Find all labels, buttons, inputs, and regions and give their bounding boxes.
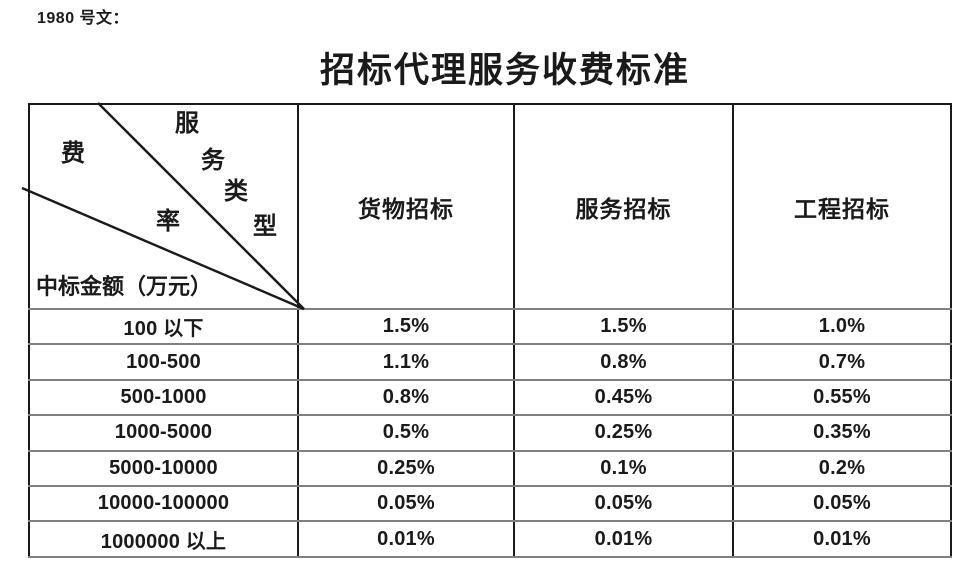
corner-service-type-char: 务 (201, 148, 225, 174)
rate-cell-services: 0.8% (513, 343, 734, 381)
rate-cell-services: 0.1% (513, 449, 734, 487)
rate-cell-works: 0.35% (732, 414, 952, 452)
fee-table-row: 100-500 1.1% 0.8% 0.7% (28, 343, 952, 381)
doc-ref-label: 1980 号文： (37, 10, 130, 27)
amount-range-cell: 500-1000 (28, 378, 299, 417)
corner-cell: 服 务 类 型 费 率 中标金额（万元） (28, 103, 299, 310)
fee-table-row: 10000-100000 0.05% 0.05% 0.05% (28, 484, 952, 523)
fee-table-body: 100 以下 1.5% 1.5% 1.0% 100-500 1.1% 0.8% … (28, 307, 952, 558)
rate-cell-services: 1.5% (513, 307, 734, 346)
column-header-works: 工程招标 (732, 103, 952, 310)
rate-cell-works: 0.55% (732, 378, 952, 417)
corner-service-type-char: 型 (253, 214, 277, 240)
amount-range-cell: 5000-10000 (28, 449, 299, 487)
rate-cell-goods: 0.05% (297, 484, 515, 523)
fee-table-row: 1000-5000 0.5% 0.25% 0.35% (28, 414, 952, 452)
corner-fee-rate-char: 费 (61, 141, 85, 167)
rate-cell-goods: 1.5% (297, 307, 515, 346)
rate-cell-works: 0.2% (732, 449, 952, 487)
rate-cell-goods: 0.8% (297, 378, 515, 417)
corner-service-type-char: 类 (224, 179, 248, 205)
rate-cell-goods: 0.01% (297, 520, 515, 558)
rate-cell-services: 0.45% (513, 378, 734, 417)
rate-cell-services: 0.01% (513, 520, 734, 558)
amount-range-cell: 1000000 以上 (28, 520, 299, 558)
amount-range-cell: 100-500 (28, 343, 299, 381)
column-header-goods: 货物招标 (297, 103, 515, 310)
rate-cell-services: 0.05% (513, 484, 734, 523)
rate-cell-services: 0.25% (513, 414, 734, 452)
fee-table-row: 500-1000 0.8% 0.45% 0.55% (28, 378, 952, 417)
corner-fee-rate-char: 率 (156, 209, 180, 235)
fee-table-row: 100 以下 1.5% 1.5% 1.0% (28, 307, 952, 346)
rate-cell-goods: 0.25% (297, 449, 515, 487)
amount-range-cell: 10000-100000 (28, 484, 299, 523)
rate-cell-works: 1.0% (732, 307, 952, 346)
rate-cell-works: 0.05% (732, 484, 952, 523)
amount-range-cell: 100 以下 (28, 307, 299, 346)
corner-service-type-char: 服 (175, 111, 199, 137)
corner-amount-label: 中标金额（万元） (36, 274, 213, 299)
page-title: 招标代理服务收费标准 (319, 51, 690, 90)
rate-cell-works: 0.7% (732, 343, 952, 381)
amount-range-cell: 1000-5000 (28, 414, 299, 452)
header-row: 服 务 类 型 费 率 中标金额（万元） 货物招标 服务招标 工程招标 (28, 103, 952, 310)
fee-table-row: 1000000 以上 0.01% 0.01% 0.01% (28, 520, 952, 558)
rate-cell-works: 0.01% (732, 520, 952, 558)
fee-table-container: 服 务 类 型 费 率 中标金额（万元） 货物招标 服务招标 工程招标 100 … (21, 102, 952, 558)
rate-cell-goods: 0.5% (297, 414, 515, 452)
fee-table-row: 5000-10000 0.25% 0.1% 0.2% (28, 449, 952, 487)
fee-table: 服 务 类 型 费 率 中标金额（万元） 货物招标 服务招标 工程招标 100 … (28, 103, 952, 558)
rate-cell-goods: 1.1% (297, 343, 515, 381)
column-header-services: 服务招标 (513, 103, 734, 310)
